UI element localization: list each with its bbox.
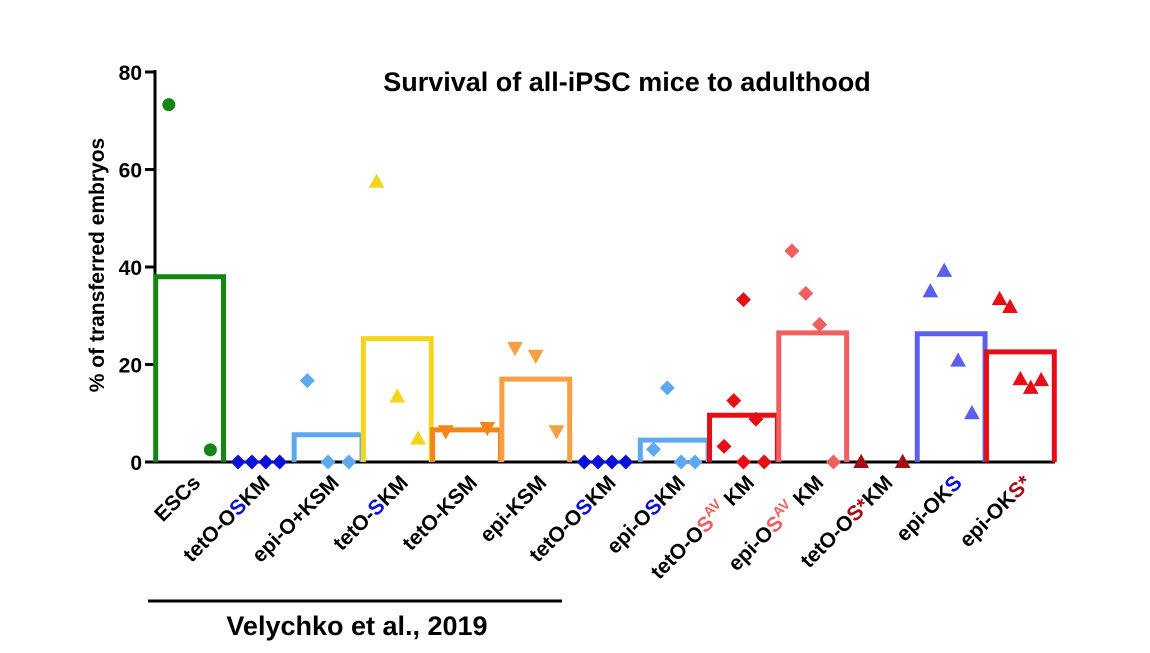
x-tick-label-part: epi-OK: [892, 481, 957, 546]
point-epi-oks: [922, 283, 939, 298]
point-teto-skm: [410, 430, 426, 445]
y-tick-label: 0: [130, 452, 142, 475]
point-epi-oksstar: [1002, 298, 1018, 313]
point-teto-osav-km: [748, 411, 764, 427]
point-teto-oskm: [590, 454, 606, 470]
bar-teto-skm: [360, 336, 434, 462]
point-teto-osav-km: [756, 454, 772, 470]
reference-label: Velychko et al., 2019: [226, 611, 487, 641]
point-epi-osav-km: [784, 243, 800, 259]
point-epi-o-ksm: [320, 454, 336, 470]
point-teto-oskm: [604, 454, 620, 470]
x-tick-label-part: tetO-O: [179, 504, 241, 566]
point-epi-oskm: [659, 380, 675, 396]
point-teto-osav-km: [735, 454, 751, 470]
point-teto-oskm-2019: [230, 454, 246, 470]
point-epi-oks: [950, 352, 966, 367]
point-teto-osstar-km: [894, 453, 911, 468]
point-epi-oksstar: [991, 290, 1008, 306]
point-epi-oksstar: [1033, 371, 1050, 387]
point-teto-oskm-2019: [272, 454, 288, 470]
x-tick-label-part: tetO-O: [646, 521, 708, 583]
point-epi-oksstar: [1022, 379, 1039, 394]
point-epi-o-ksm: [299, 373, 315, 389]
x-tick-label-part: tetO-O: [796, 510, 858, 572]
axes: 0 20 40 60 80: [119, 62, 1055, 475]
annotations: Velychko et al., 2019: [148, 599, 562, 641]
point-epi-ksm: [527, 349, 544, 364]
x-tick-labels: ESCstetO-OSKMepi-O+KSMtetO-SKMtetO-KSMep…: [150, 471, 1036, 584]
bar-epi-oks: [914, 331, 988, 462]
y-tick-label: 20: [119, 355, 142, 378]
point-teto-oskm: [618, 454, 634, 470]
point-teto-osav-km: [735, 292, 751, 308]
point-epi-oks: [936, 262, 953, 277]
bar-teto-ksm: [430, 427, 503, 462]
x-tick-label-teto-skm: tetO-SKM: [329, 471, 413, 555]
x-tick-label-part: tetO-O: [525, 504, 587, 566]
x-tick-label-part: ESCs: [150, 471, 205, 526]
point-teto-skm: [368, 173, 385, 188]
point-teto-osstar-km: [853, 453, 870, 468]
bar-epi-ksm: [499, 376, 573, 462]
point-escs: [162, 98, 176, 112]
point-epi-ksm: [507, 341, 523, 357]
point-epi-osav-km: [798, 285, 814, 301]
point-epi-osav-km: [825, 454, 841, 470]
point-epi-o-ksm: [341, 454, 357, 470]
data-points: [162, 98, 1050, 470]
y-tick-label: 80: [119, 62, 142, 85]
point-teto-oskm-2019: [258, 454, 274, 470]
x-tick-label-part: epi-OK: [955, 487, 1020, 552]
bar-epi-oksstar: [983, 349, 1057, 462]
x-tick-label-part: tetO-KSM: [398, 471, 482, 555]
chart-title: Survival of all-iPSC mice to adulthood: [383, 67, 871, 97]
x-tick-label-teto-ksm: tetO-KSM: [398, 471, 482, 555]
point-epi-oksstar: [1012, 370, 1029, 386]
point-teto-oskm-2019: [244, 454, 260, 470]
point-teto-oskm: [576, 454, 592, 470]
point-epi-oks: [964, 405, 980, 420]
x-tick-label-escs: ESCs: [150, 471, 205, 526]
y-tick-label: 40: [119, 257, 142, 280]
point-epi-oskm: [645, 441, 661, 457]
point-epi-osav-km: [812, 317, 828, 333]
bar-epi-osav-km: [776, 330, 850, 462]
point-epi-ksm: [548, 425, 565, 440]
y-axis-label: % of transferred embryos: [86, 138, 109, 392]
bar-escs: [153, 274, 227, 462]
bars: [153, 274, 1057, 462]
x-tick-label-epi-oksstar: epi-OKS*: [955, 471, 1036, 552]
point-teto-osav-km: [726, 393, 742, 409]
y-tick-label: 60: [119, 160, 142, 183]
point-teto-osav-km: [716, 438, 732, 454]
point-epi-oskm: [673, 454, 689, 470]
point-teto-ksm: [437, 425, 454, 440]
point-escs: [203, 443, 217, 457]
point-epi-oskm: [687, 454, 703, 470]
point-teto-ksm: [479, 421, 496, 437]
point-teto-skm: [389, 388, 406, 403]
